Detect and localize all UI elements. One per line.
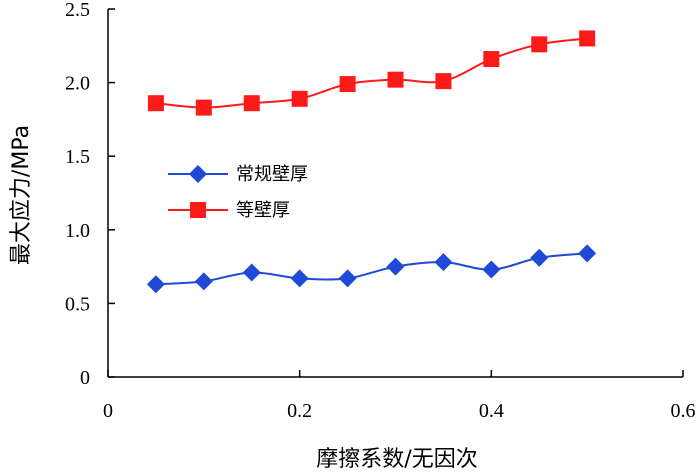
- data-point: [483, 51, 499, 67]
- x-tick-label: 0.4: [479, 400, 504, 422]
- ticks: 0 0.5 1.0 1.5 2.0 2.5 0 0.2 0.4 0.6: [65, 0, 696, 422]
- data-point: [339, 269, 357, 287]
- legend-label: 常规壁厚: [236, 164, 308, 185]
- series-0: [147, 244, 596, 293]
- data-point: [579, 30, 595, 46]
- data-point: [148, 95, 164, 111]
- data-point: [531, 36, 547, 52]
- data-point: [243, 263, 261, 281]
- y-tick-label: 2.5: [65, 0, 90, 21]
- axes: [108, 9, 683, 377]
- data-point: [196, 100, 212, 116]
- data-point: [147, 275, 165, 293]
- series-line: [156, 38, 587, 107]
- legend-marker: [189, 165, 207, 183]
- data-point: [292, 91, 308, 107]
- y-tick-label: 1.0: [65, 220, 90, 242]
- x-tick-label: 0: [103, 400, 113, 422]
- data-point: [387, 258, 405, 276]
- x-tick-label: 0.6: [671, 400, 696, 422]
- data-point: [578, 244, 596, 262]
- series-line: [156, 253, 587, 284]
- x-tick-label: 0.2: [287, 400, 312, 422]
- series-layer: [147, 30, 596, 293]
- y-axis-title: 最大应力/MPa: [9, 125, 34, 265]
- data-point: [244, 95, 260, 111]
- y-tick-label: 0: [80, 367, 90, 389]
- data-point: [291, 269, 309, 287]
- legend-label: 等壁厚: [236, 200, 290, 221]
- x-axis-title: 摩擦系数/无因次: [316, 447, 477, 472]
- data-point: [195, 272, 213, 290]
- data-point: [530, 249, 548, 267]
- y-tick-label: 2.0: [65, 73, 90, 95]
- series-1: [148, 30, 595, 115]
- y-tick-label: 1.5: [65, 146, 90, 168]
- y-tick-label: 0.5: [65, 293, 90, 315]
- data-point: [388, 72, 404, 88]
- legend-marker: [190, 202, 206, 218]
- data-point: [434, 253, 452, 271]
- data-point: [482, 261, 500, 279]
- data-point: [340, 76, 356, 92]
- data-point: [435, 73, 451, 89]
